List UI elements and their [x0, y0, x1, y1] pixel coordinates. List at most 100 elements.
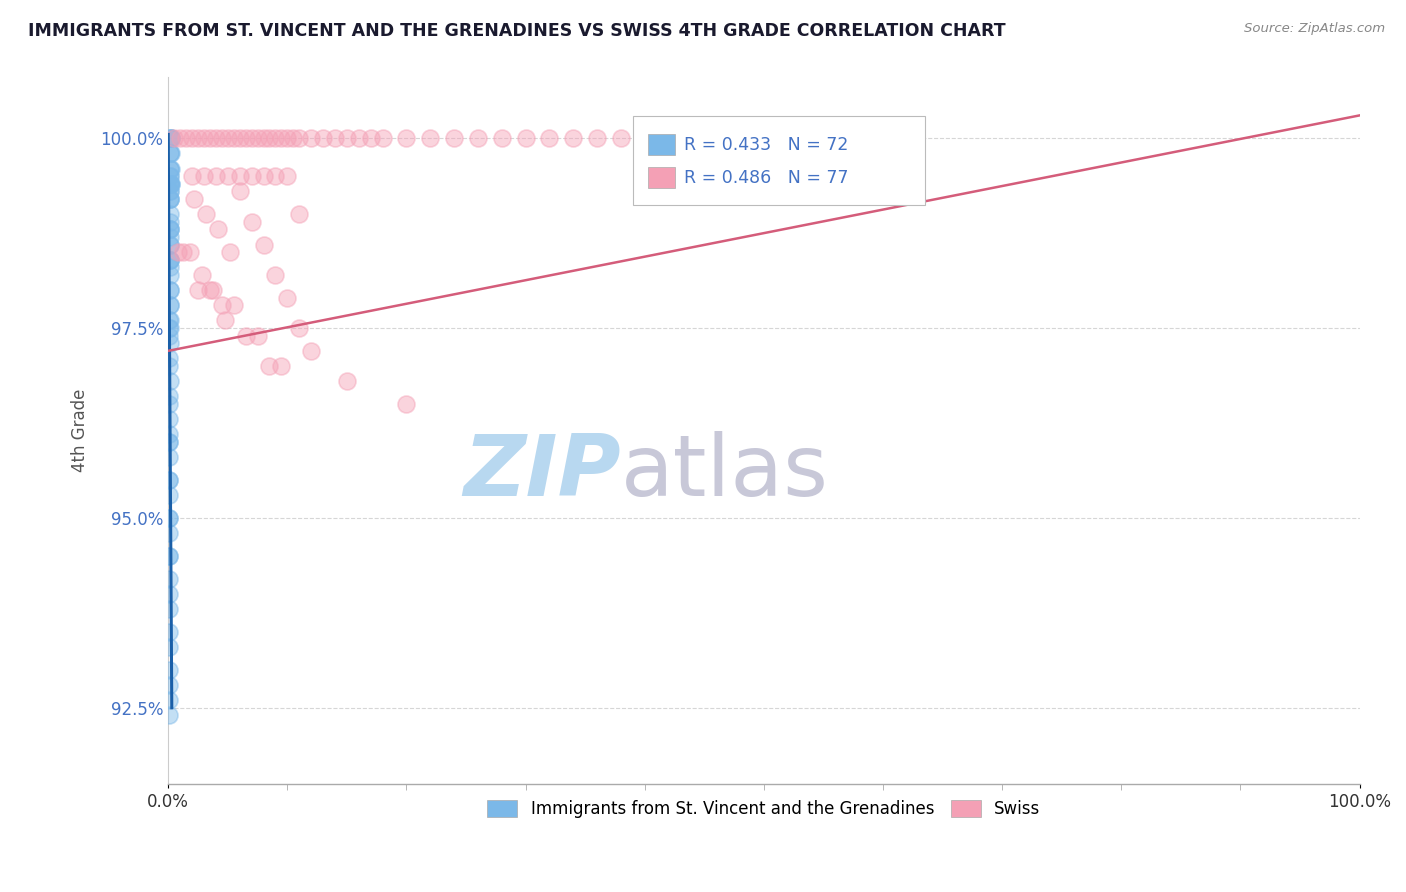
Point	[159, 192, 181, 206]
Point	[159, 161, 181, 176]
Point	[259, 131, 281, 145]
Point	[214, 313, 236, 327]
Point	[157, 549, 180, 563]
Point	[360, 131, 382, 145]
Point	[157, 321, 180, 335]
Point	[443, 131, 465, 145]
Point	[159, 283, 181, 297]
Point	[157, 434, 180, 449]
Point	[193, 169, 215, 183]
Point	[264, 169, 287, 183]
Point	[159, 222, 181, 236]
Point	[491, 131, 513, 145]
Point	[288, 321, 311, 335]
Point	[264, 131, 287, 145]
Point	[157, 397, 180, 411]
Point	[157, 549, 180, 563]
Text: atlas: atlas	[621, 432, 830, 515]
Point	[157, 511, 180, 525]
Point	[174, 131, 197, 145]
Point	[270, 359, 292, 373]
Point	[159, 185, 181, 199]
Point	[157, 434, 180, 449]
Y-axis label: 4th Grade: 4th Grade	[72, 389, 89, 472]
Point	[228, 131, 250, 145]
Point	[371, 131, 394, 145]
Point	[160, 131, 183, 145]
Point	[336, 374, 359, 388]
Point	[187, 283, 209, 297]
Point	[157, 359, 180, 373]
Point	[179, 245, 201, 260]
Point	[159, 177, 181, 191]
Point	[235, 131, 257, 145]
Point	[159, 230, 181, 244]
Point	[157, 427, 180, 442]
Point	[202, 283, 225, 297]
Point	[240, 169, 263, 183]
Point	[159, 298, 181, 312]
Point	[159, 252, 181, 267]
Point	[157, 602, 180, 616]
Point	[159, 192, 181, 206]
Point	[159, 192, 181, 206]
FancyBboxPatch shape	[633, 116, 925, 204]
Point	[312, 131, 335, 145]
Point	[159, 215, 181, 229]
Point	[198, 283, 221, 297]
Point	[276, 291, 298, 305]
Point	[159, 185, 181, 199]
Point	[299, 343, 322, 358]
Point	[276, 131, 298, 145]
Point	[252, 131, 274, 145]
Point	[159, 146, 181, 161]
Point	[634, 131, 657, 145]
Point	[264, 268, 287, 282]
Point	[159, 131, 181, 145]
Point	[217, 169, 239, 183]
Point	[169, 131, 191, 145]
Point	[157, 663, 180, 677]
Point	[159, 146, 181, 161]
Text: ZIP: ZIP	[463, 432, 621, 515]
Point	[515, 131, 537, 145]
Point	[252, 237, 274, 252]
Point	[159, 268, 181, 282]
Point	[181, 131, 204, 145]
Point	[187, 131, 209, 145]
Point	[228, 185, 250, 199]
Point	[159, 177, 181, 191]
Point	[228, 169, 250, 183]
Point	[195, 207, 218, 221]
Point	[395, 131, 418, 145]
Point	[198, 131, 221, 145]
Text: Source: ZipAtlas.com: Source: ZipAtlas.com	[1244, 22, 1385, 36]
Point	[288, 131, 311, 145]
Point	[157, 693, 180, 707]
Point	[159, 161, 181, 176]
Point	[252, 169, 274, 183]
Point	[166, 245, 188, 260]
Bar	[648, 167, 675, 188]
Point	[157, 351, 180, 366]
Point	[259, 359, 281, 373]
Point	[159, 298, 181, 312]
Point	[538, 131, 561, 145]
Text: R = 0.433   N = 72: R = 0.433 N = 72	[685, 136, 848, 153]
Point	[157, 313, 180, 327]
Point	[211, 131, 233, 145]
Point	[211, 298, 233, 312]
Point	[159, 169, 181, 183]
Text: R = 0.486   N = 77: R = 0.486 N = 77	[685, 169, 849, 186]
Point	[276, 169, 298, 183]
Point	[157, 488, 180, 502]
Bar	[648, 134, 675, 155]
Point	[270, 131, 292, 145]
Text: IMMIGRANTS FROM ST. VINCENT AND THE GRENADINES VS SWISS 4TH GRADE CORRELATION CH: IMMIGRANTS FROM ST. VINCENT AND THE GREN…	[28, 22, 1005, 40]
Point	[395, 397, 418, 411]
Point	[193, 131, 215, 145]
Point	[222, 298, 245, 312]
Point	[159, 177, 181, 191]
Point	[207, 222, 229, 236]
Point	[336, 131, 359, 145]
